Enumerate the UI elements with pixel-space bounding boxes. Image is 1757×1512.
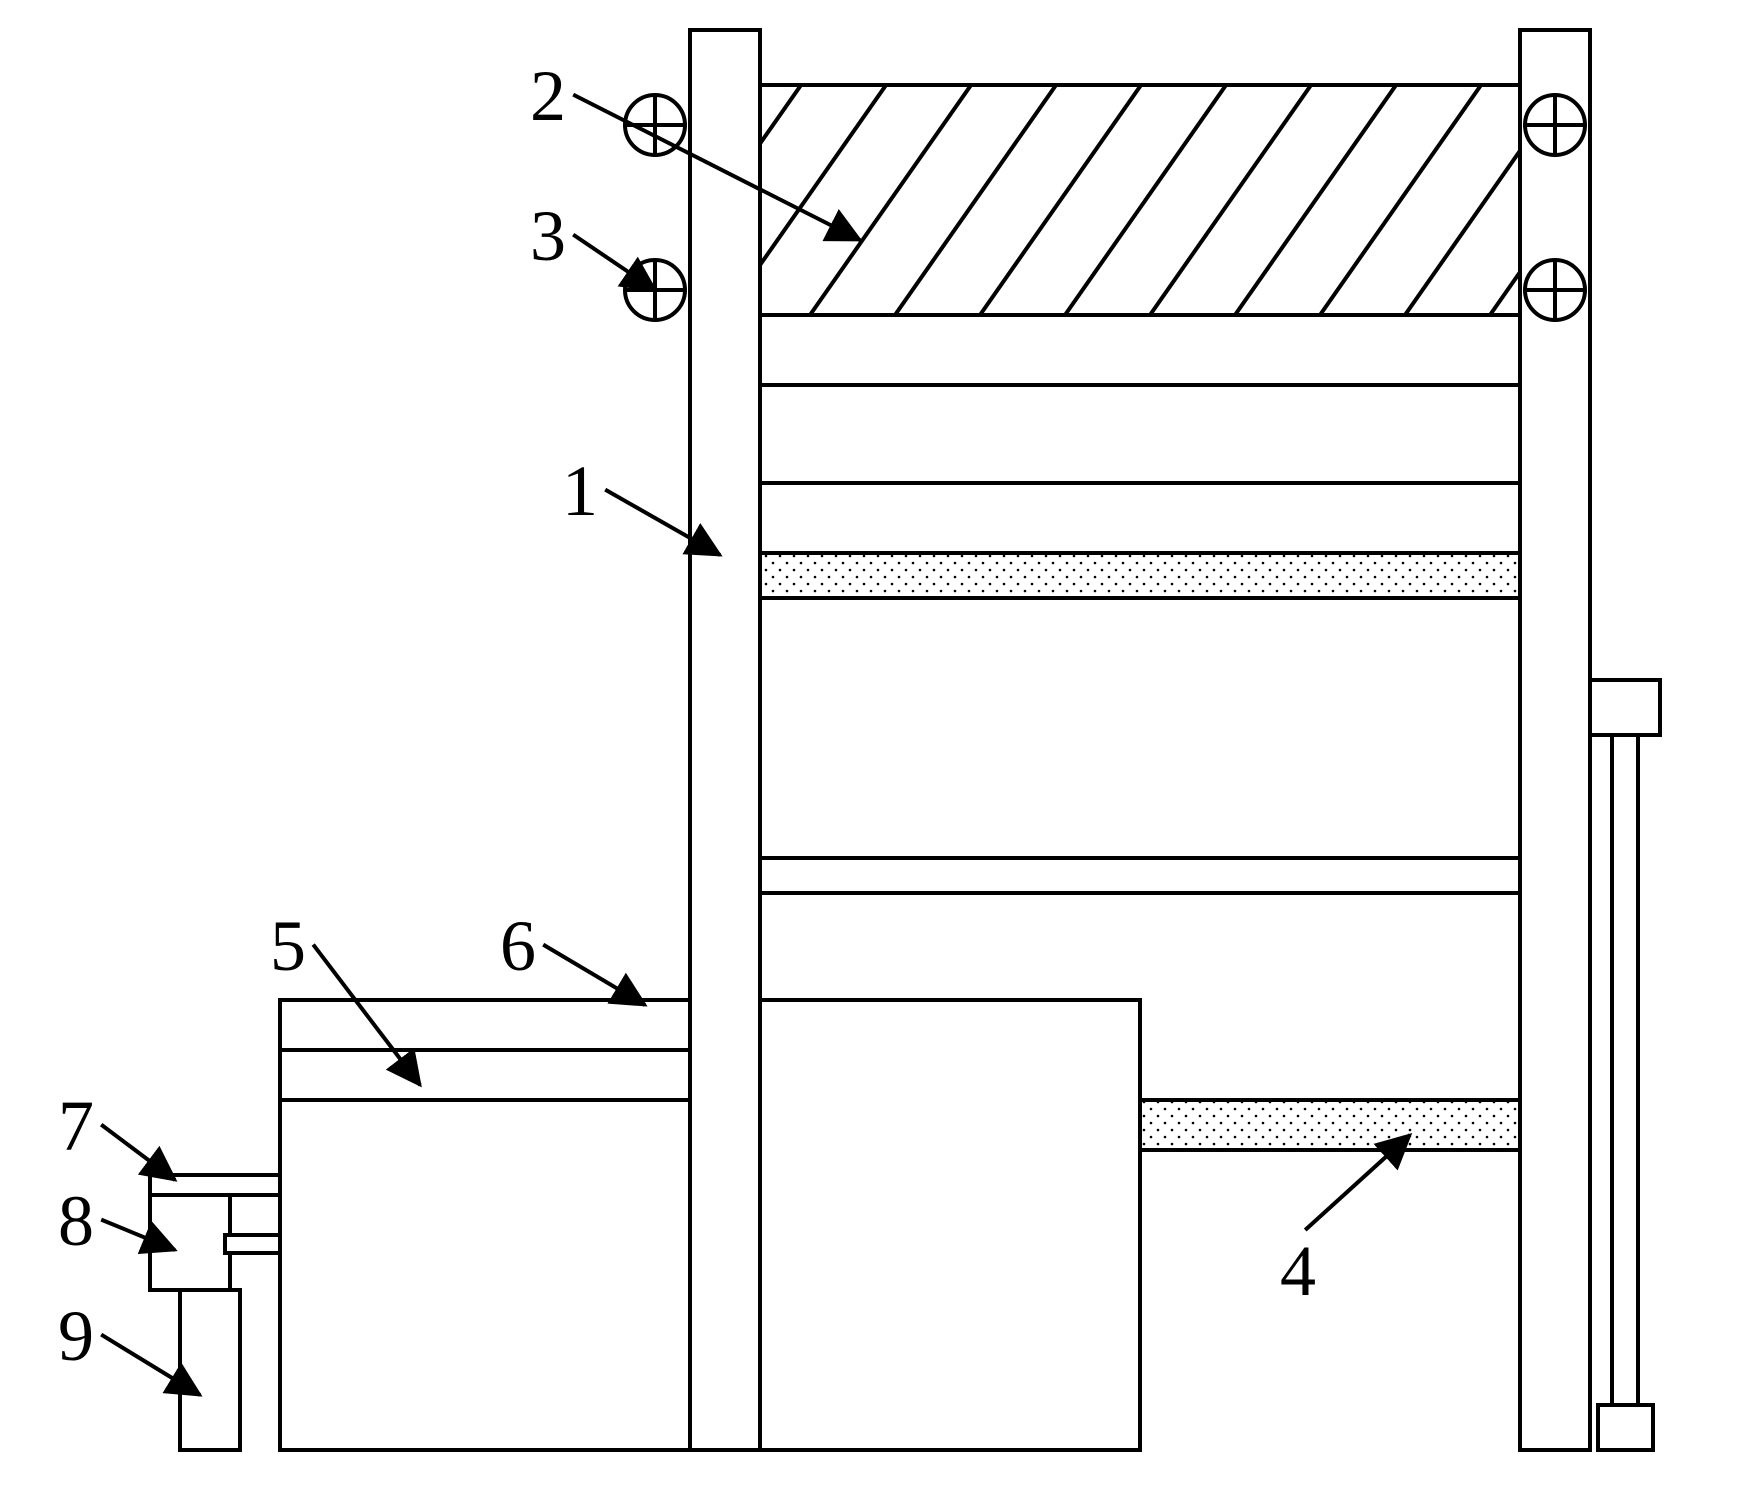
callout-label-6: 6 [500, 905, 536, 988]
callout-label-4: 4 [1280, 1230, 1316, 1313]
callout-label-1: 1 [562, 450, 598, 533]
callout-label-3: 3 [530, 195, 566, 278]
callout-label-8: 8 [58, 1180, 94, 1263]
callout-label-5: 5 [270, 905, 306, 988]
callout-label-9: 9 [58, 1295, 94, 1378]
callout-label-2: 2 [530, 55, 566, 138]
callout-label-7: 7 [58, 1085, 94, 1168]
